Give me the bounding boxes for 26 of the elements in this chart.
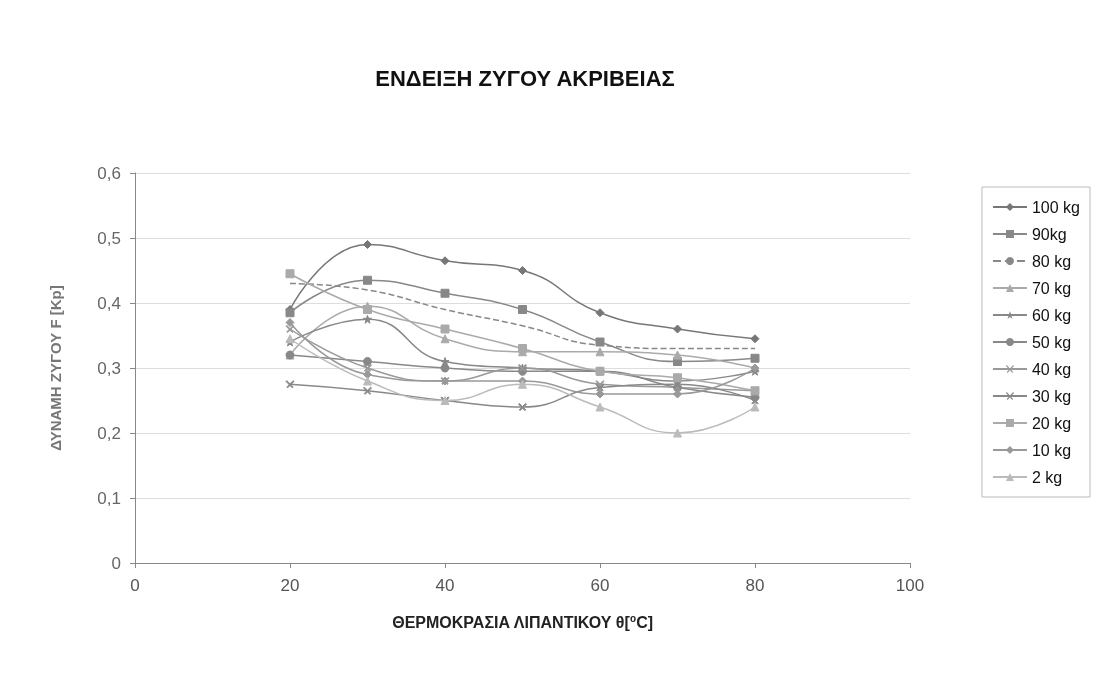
legend-label: 90kg — [1031, 225, 1067, 243]
legend-label: 10 kg — [1031, 441, 1072, 459]
legend-label: 2 kg — [1031, 468, 1063, 486]
x-tick-label: 40 — [435, 576, 455, 595]
legend-label: 60 kg — [1031, 306, 1072, 324]
legend-label: 20 kg — [1031, 414, 1072, 432]
y-tick-label: 0,2 — [97, 423, 121, 443]
legend-label: 80 kg — [1031, 252, 1072, 270]
x-tick-label: 0 — [130, 576, 140, 595]
legend-label: 100 kg — [1031, 198, 1081, 216]
y-tick-label: 0,5 — [97, 228, 121, 248]
x-tick-label: 20 — [280, 576, 300, 595]
y-tick-label: 0,6 — [97, 163, 121, 183]
chart-title: ΕΝΔΕΙΞΗ ΖΥΓΟΥ ΑΚΡΙΒΕΙΑΣ — [375, 65, 675, 91]
x-tick-label: 80 — [745, 576, 765, 595]
x-tick-label: 100 — [895, 576, 925, 595]
y-axis-title: ΔΥΝΑΜΗ ΖΥΓΟΥ F [Kp] — [47, 285, 64, 451]
legend-label: 30 kg — [1031, 387, 1072, 405]
legend-label: 50 kg — [1031, 333, 1072, 351]
y-tick-label: 0 — [111, 553, 121, 573]
legend-label: 70 kg — [1031, 279, 1072, 297]
legend-label: 40 kg — [1031, 360, 1072, 378]
y-tick-label: 0,1 — [97, 488, 121, 508]
y-tick-label: 0,4 — [97, 293, 121, 313]
x-tick-label: 60 — [590, 576, 610, 595]
y-tick-label: 0,3 — [97, 358, 121, 378]
